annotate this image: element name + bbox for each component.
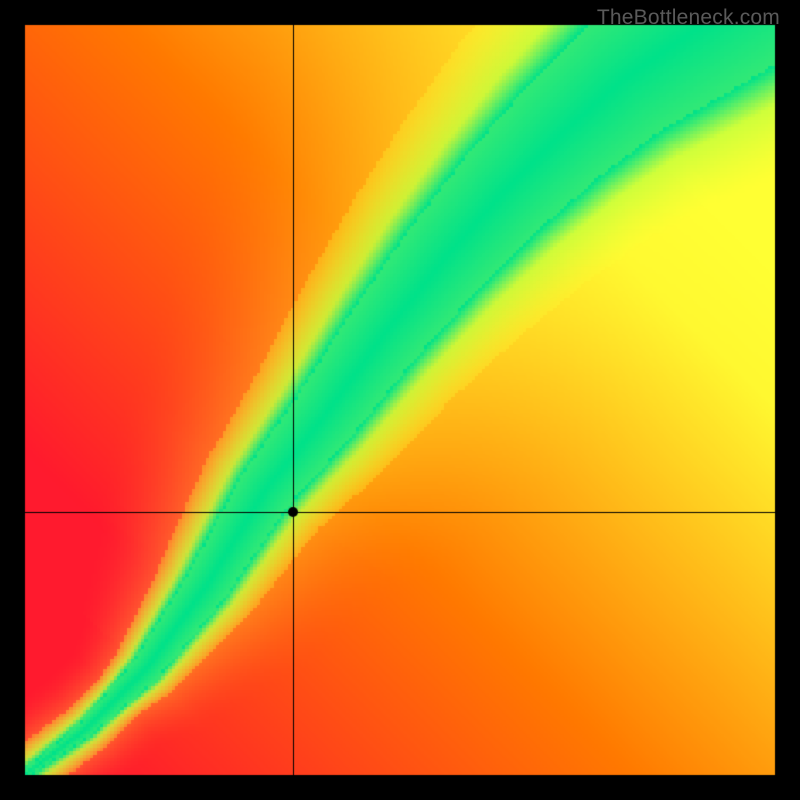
chart-container: TheBottleneck.com [0,0,800,800]
watermark-text: TheBottleneck.com [597,6,780,30]
heatmap-canvas [0,0,800,800]
